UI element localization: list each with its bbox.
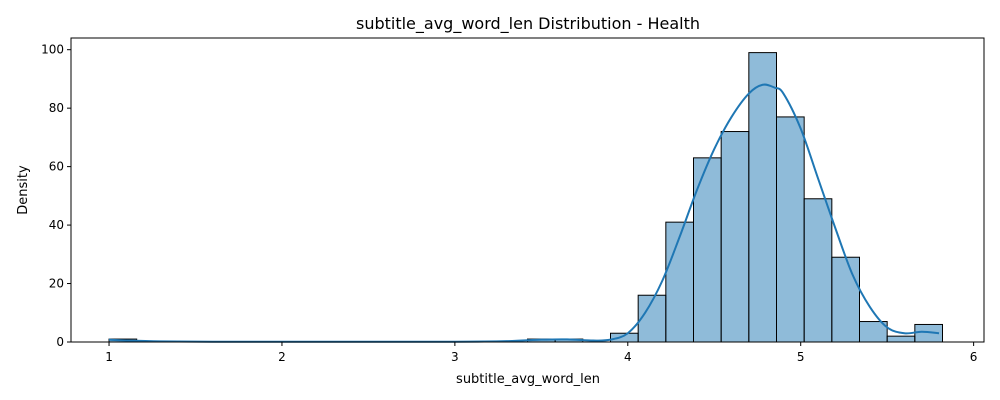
y-tick-label: 40	[49, 218, 64, 232]
y-tick-label: 80	[49, 101, 64, 115]
plot-frame	[70, 37, 985, 343]
y-tick-label: 0	[56, 335, 64, 349]
histogram-bar	[886, 335, 916, 343]
x-tick-label: 5	[797, 350, 805, 364]
x-tick-label: 3	[451, 350, 459, 364]
histogram-bar	[748, 52, 777, 343]
histogram-bars	[108, 52, 943, 343]
histogram-bar	[720, 131, 750, 343]
x-axis-ticks: 1 2 3 4 5 6	[105, 342, 977, 364]
y-axis-label: Density	[16, 165, 31, 215]
y-tick-label: 60	[49, 160, 64, 174]
histogram-bar	[693, 157, 722, 343]
x-tick-label: 2	[278, 350, 286, 364]
histogram-bar	[665, 221, 694, 343]
x-axis-label: subtitle_avg_word_len	[456, 372, 600, 387]
histogram-bar	[831, 256, 860, 343]
histogram-bar	[776, 116, 805, 343]
x-tick-label: 1	[105, 350, 113, 364]
y-axis-ticks: 0 20 40 60 80 100	[41, 43, 71, 349]
histogram-bar	[803, 198, 833, 343]
y-tick-label: 20	[49, 277, 64, 291]
chart-title: subtitle_avg_word_len Distribution - Hea…	[356, 14, 700, 34]
x-tick-label: 4	[624, 350, 632, 364]
y-tick-label: 100	[41, 43, 64, 57]
x-tick-label: 6	[970, 350, 978, 364]
